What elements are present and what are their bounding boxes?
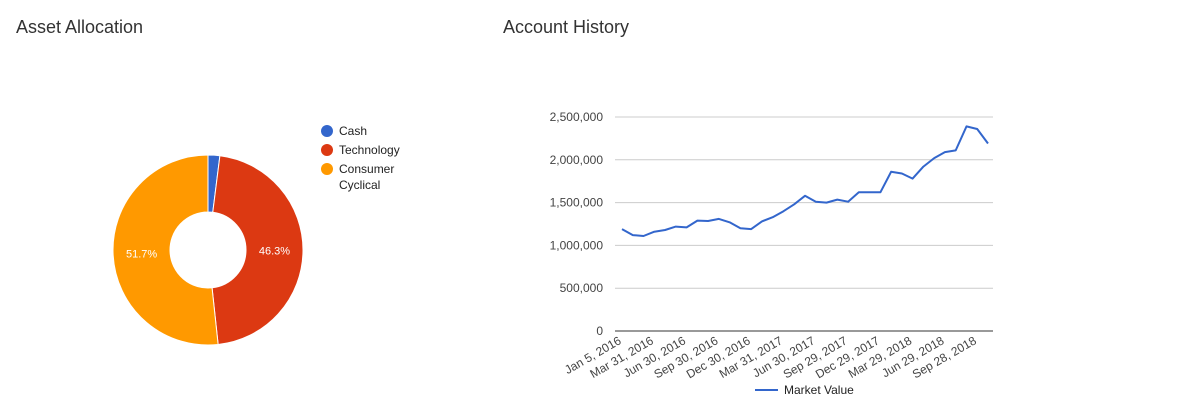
- donut-legend: Cash Technology Consumer Cyclical: [321, 124, 400, 192]
- legend-item-technology[interactable]: Technology: [321, 143, 400, 157]
- asset-allocation-chart: 46.3% 51.7% Cash Technology Consumer Cyclica…: [112, 124, 400, 346]
- line-legend: Market Value: [755, 383, 854, 397]
- legend-item-cash[interactable]: Cash: [321, 124, 367, 138]
- y-axis-tick-labels: 0 500,000 1,000,000 1,500,000 2,000,000 2,500…: [550, 110, 604, 338]
- donut-data-label-technology: 46.3%: [259, 246, 290, 258]
- y-tick-label: 2,000,000: [550, 153, 604, 167]
- account-history-title: Account History: [503, 17, 630, 37]
- donut-slices: [112, 154, 304, 346]
- donut-slice-consumer-cyclical[interactable]: [112, 154, 219, 346]
- y-tick-label: 500,000: [560, 281, 604, 295]
- chart-gridlines: [615, 116, 993, 332]
- y-tick-label: 0: [596, 324, 603, 338]
- series-lines: [621, 125, 989, 237]
- legend-label-technology: Technology: [339, 143, 400, 157]
- legend-label-market-value: Market Value: [784, 383, 854, 397]
- legend-label-consumer-cyclical: Cyclical: [339, 178, 380, 192]
- legend-swatch-consumer-cyclical: [321, 163, 333, 175]
- legend-item-consumer-cyclical[interactable]: Consumer Cyclical: [321, 162, 394, 192]
- asset-allocation-title: Asset Allocation: [16, 17, 144, 37]
- donut-slice-technology[interactable]: [211, 155, 304, 346]
- donut-data-labels: 46.3% 51.7%: [126, 246, 290, 261]
- y-tick-label: 1,000,000: [550, 238, 604, 252]
- series-line-market-value[interactable]: [621, 125, 989, 237]
- legend-label-cash: Cash: [339, 124, 367, 138]
- legend-swatch-technology: [321, 144, 333, 156]
- y-tick-label: 2,500,000: [550, 110, 604, 124]
- legend-swatch-cash: [321, 125, 333, 137]
- legend-label-consumer-cyclical: Consumer: [339, 162, 394, 176]
- donut-data-label-consumer-cyclical: 51.7%: [126, 249, 157, 261]
- legend-item-market-value[interactable]: Market Value: [755, 383, 854, 397]
- y-tick-label: 1,500,000: [550, 196, 604, 210]
